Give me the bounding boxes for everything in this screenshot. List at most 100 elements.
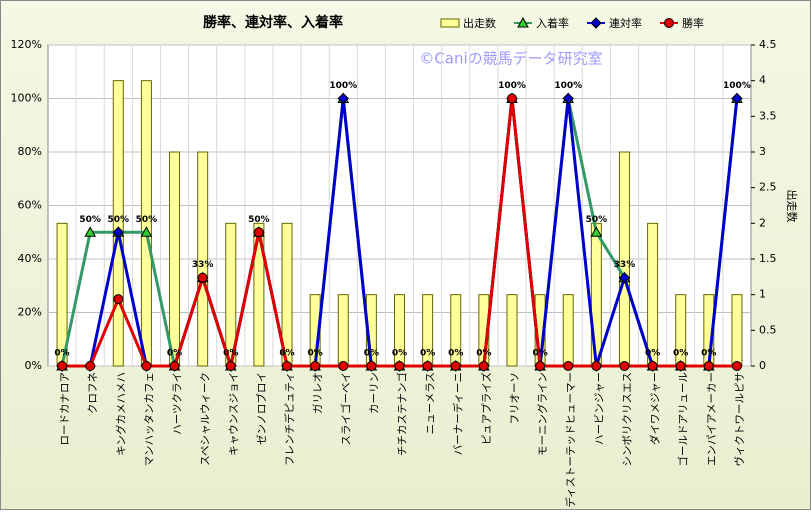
marker bbox=[140, 226, 153, 237]
data-label: 50% bbox=[79, 215, 101, 225]
bar bbox=[562, 294, 574, 367]
data-label: 0% bbox=[279, 349, 294, 359]
x-tick-label: フレンチデピュティ bbox=[283, 372, 296, 466]
marker bbox=[57, 361, 68, 371]
x-tick-label: キャウンスジョイ bbox=[228, 372, 240, 456]
y-tick-label: 40% bbox=[18, 252, 42, 265]
marker bbox=[169, 361, 180, 371]
x-tick-label: ゴールドアリュール bbox=[677, 372, 690, 467]
x-tick-label: スペシャルウィーク bbox=[200, 372, 212, 466]
marker bbox=[731, 92, 743, 105]
legend-label: 勝率 bbox=[682, 16, 704, 30]
marker bbox=[394, 361, 405, 371]
y-tick-label: 0% bbox=[25, 359, 42, 372]
marker bbox=[225, 361, 236, 371]
marker bbox=[112, 226, 125, 238]
x-tick-label: ハーツクライ bbox=[172, 372, 184, 435]
data-label: 0% bbox=[54, 349, 69, 359]
x-tick-label: バーナーディーニ bbox=[452, 372, 465, 455]
x-tick-label: ダイワメジャー bbox=[649, 372, 662, 445]
data-label: 50% bbox=[136, 215, 158, 225]
bar bbox=[253, 222, 265, 367]
data-label: 50% bbox=[108, 215, 130, 225]
x-tick-label: シンボリクリスエス bbox=[621, 372, 633, 467]
data-label: 0% bbox=[167, 349, 182, 359]
marker bbox=[535, 361, 546, 371]
marker bbox=[282, 361, 293, 371]
x-tick-label: ニューメラス bbox=[425, 372, 437, 434]
marker bbox=[506, 93, 517, 104]
data-label: 33% bbox=[192, 260, 214, 270]
marker bbox=[563, 361, 574, 371]
marker bbox=[590, 17, 602, 29]
x-tick-label: チチカステナンゴ bbox=[396, 372, 409, 456]
marker bbox=[478, 361, 489, 371]
x-tick-label: ロードカナロア bbox=[59, 372, 71, 446]
marker bbox=[84, 226, 97, 237]
x-tick-label: モーニングライン bbox=[536, 372, 549, 456]
data-label: 100% bbox=[554, 81, 582, 91]
data-label: 100% bbox=[498, 81, 526, 91]
x-tick-label: ガリレオ bbox=[312, 372, 324, 414]
x-tick-label: フリオーソ bbox=[509, 372, 521, 425]
marker bbox=[197, 272, 208, 283]
y2-tick-label: 2.5 bbox=[759, 181, 777, 194]
data-label: 0% bbox=[364, 349, 379, 359]
legend-label: 出走数 bbox=[463, 16, 496, 30]
marker bbox=[664, 18, 674, 28]
data-label: 100% bbox=[723, 81, 751, 91]
x-tick-label: ヴィクトワールピサ bbox=[733, 372, 746, 467]
x-tick-label: ゼンノロブロイ bbox=[255, 372, 268, 445]
y-tick-label: 80% bbox=[18, 145, 42, 158]
y2-tick-label: 1 bbox=[759, 288, 766, 301]
bar bbox=[197, 151, 209, 367]
x-tick-label: スライゴーベイ bbox=[339, 372, 352, 446]
marker bbox=[562, 92, 574, 105]
bar bbox=[618, 151, 630, 367]
chart-title: 勝率、連対率、入着率 bbox=[203, 14, 343, 31]
data-label: 0% bbox=[476, 349, 491, 359]
x-tick-label: キングカメハメハ bbox=[114, 372, 127, 456]
y2-tick-label: 0.5 bbox=[759, 323, 777, 336]
marker bbox=[337, 92, 349, 105]
data-label: 0% bbox=[392, 349, 407, 359]
legend-label: 入着率 bbox=[536, 16, 569, 30]
data-label: 50% bbox=[586, 215, 608, 225]
data-label: 0% bbox=[223, 349, 238, 359]
data-label: 0% bbox=[448, 349, 463, 359]
data-label: 33% bbox=[614, 260, 636, 270]
marker bbox=[675, 361, 686, 371]
y2-tick-label: 3.5 bbox=[759, 109, 777, 122]
marker bbox=[338, 361, 349, 371]
y2-tick-label: 4.5 bbox=[759, 38, 777, 51]
marker bbox=[703, 361, 714, 371]
marker bbox=[647, 361, 658, 371]
y2-tick-label: 1.5 bbox=[759, 252, 777, 265]
marker bbox=[619, 361, 630, 371]
y2-tick-label: 3 bbox=[759, 145, 766, 158]
marker bbox=[517, 16, 529, 28]
x-tick-label: ハービンジャー bbox=[593, 372, 605, 445]
bar bbox=[112, 80, 124, 367]
bar bbox=[337, 294, 349, 367]
marker bbox=[141, 361, 152, 371]
y2-tick-label: 2 bbox=[759, 216, 766, 229]
y2-axis-label: 出走数 bbox=[785, 190, 799, 223]
y2-tick-label: 0 bbox=[759, 359, 766, 372]
x-tick-label: クロフネ bbox=[87, 372, 99, 414]
data-label: 0% bbox=[532, 349, 547, 359]
x-tick-label: マンハッタンカフェ bbox=[143, 372, 155, 467]
data-label: 0% bbox=[420, 349, 435, 359]
marker bbox=[366, 361, 377, 371]
marker bbox=[85, 361, 96, 371]
marker bbox=[618, 272, 631, 284]
marker bbox=[450, 361, 461, 371]
bar bbox=[647, 222, 659, 367]
x-tick-label: ディストーテッドヒューマー bbox=[564, 372, 577, 508]
data-label: 100% bbox=[329, 81, 357, 91]
x-tick-label: カーリン bbox=[368, 372, 380, 414]
bar bbox=[506, 294, 518, 367]
y-tick-label: 120% bbox=[11, 38, 42, 51]
